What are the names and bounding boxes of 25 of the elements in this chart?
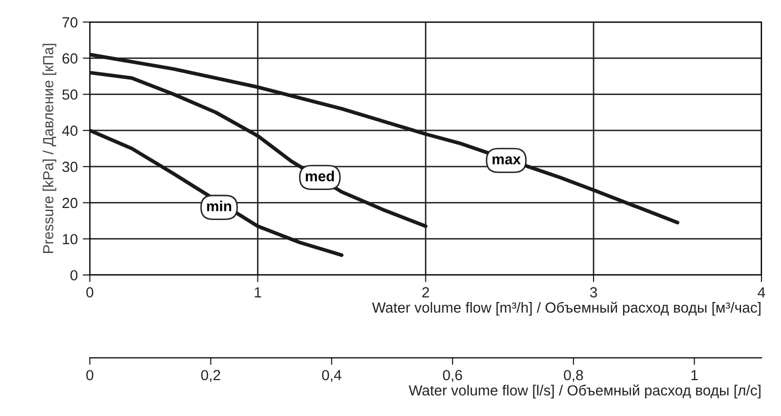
x2-tick-label: 0 xyxy=(86,370,94,380)
y-tick-label: 10 xyxy=(62,234,78,244)
annotation: max xyxy=(492,156,521,164)
y-tick-label: 40 xyxy=(62,126,78,136)
x2-tick-label: 0,8 xyxy=(564,370,583,382)
y-axis-title: Pressure [kPa] / Давление [кПа] xyxy=(42,44,56,253)
x2-tick-label: 0,4 xyxy=(322,370,342,382)
y-tick-label: 20 xyxy=(62,198,78,208)
x-tick-label: 3 xyxy=(590,287,597,298)
annotation: min xyxy=(207,200,232,212)
x-tick-label: 2 xyxy=(422,287,429,298)
y-tick-label: 0 xyxy=(70,270,78,280)
x-tick-label: 4 xyxy=(758,287,766,298)
x2-tick-label: 0,2 xyxy=(201,370,220,382)
y-tick-label: 50 xyxy=(62,89,78,100)
x2-axis-title: Water volume flow [l/s] / Объемный расход воды [л/с] xyxy=(408,384,760,398)
annotation: med xyxy=(306,170,334,182)
y-tick-label: 60 xyxy=(62,53,78,64)
x-tick-label: 1 xyxy=(254,287,262,298)
y-tick-label: 70 xyxy=(62,17,78,28)
x2-tick-label: 1 xyxy=(691,370,698,380)
y-tick-label: 30 xyxy=(62,162,78,172)
x2-tick-label: 0,6 xyxy=(442,370,462,382)
x-axis-title: Water volume flow [m³/h] / Объемный расход воды [м³/час] xyxy=(372,302,760,316)
x-tick-label: 0 xyxy=(86,287,94,298)
